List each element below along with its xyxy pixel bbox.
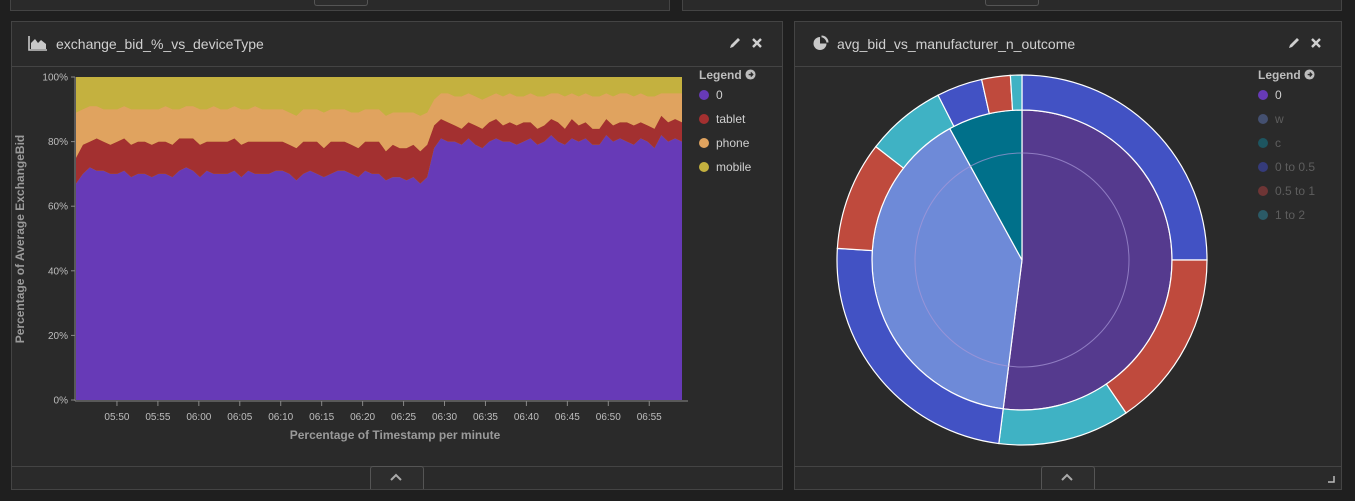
area-chart-icon: [28, 36, 47, 51]
legend-color-dot: [699, 114, 709, 124]
pencil-icon[interactable]: [728, 36, 742, 50]
close-icon[interactable]: [1309, 36, 1323, 50]
arrow-right-circle-icon: [1304, 69, 1315, 80]
legend-item[interactable]: phone: [699, 136, 749, 150]
panel-header: avg_bid_vs_manufacturer_n_outcome: [795, 22, 1341, 67]
legend-item[interactable]: 0.5 to 1: [1258, 184, 1315, 198]
legend-label: w: [1275, 112, 1284, 126]
pie-chart-panel: avg_bid_vs_manufacturer_n_outcome Legend…: [794, 21, 1342, 490]
inner-guide-circle: [914, 152, 1130, 368]
y-tick-label: 80%: [48, 137, 68, 148]
chevron-up-icon: [1061, 473, 1073, 481]
pie-chart-icon: [813, 35, 829, 50]
x-tick-label: 06:55: [637, 412, 662, 423]
legend-label: 0.5 to 1: [1275, 184, 1316, 198]
legend-label: 1 to 2: [1275, 208, 1306, 222]
legend-label: 0: [1275, 88, 1282, 102]
legend-title[interactable]: Legend: [1258, 68, 1315, 82]
panel-title: avg_bid_vs_manufacturer_n_outcome: [837, 36, 1076, 52]
legend-color-dot: [1258, 186, 1268, 196]
legend-color-dot: [1258, 138, 1268, 148]
legend-item[interactable]: c: [1258, 136, 1281, 150]
x-tick-label: 06:25: [391, 412, 416, 423]
legend-item[interactable]: w: [1258, 112, 1284, 126]
previous-panel-right-collapse-tab[interactable]: [985, 0, 1039, 6]
x-tick-label: 06:10: [268, 412, 293, 423]
legend-color-dot: [1258, 210, 1268, 220]
area-series-tablet[interactable]: [76, 115, 682, 184]
chevron-up-icon: [390, 473, 402, 481]
y-tick-label: 60%: [48, 202, 68, 213]
legend-item[interactable]: 0 to 0.5: [1258, 160, 1315, 174]
x-tick-label: 06:00: [186, 412, 211, 423]
legend-item[interactable]: mobile: [699, 160, 751, 174]
y-tick-label: 20%: [48, 331, 68, 342]
area-series-0[interactable]: [76, 135, 682, 400]
resize-handle-icon[interactable]: [1327, 475, 1335, 483]
legend-label: 0: [716, 88, 723, 102]
legend-label: mobile: [716, 160, 752, 174]
x-tick-label: 06:50: [596, 412, 621, 423]
x-tick-label: 06:30: [432, 412, 457, 423]
legend-color-dot: [1258, 90, 1268, 100]
collapse-tab[interactable]: [1041, 466, 1095, 489]
x-tick-label: 06:05: [227, 412, 252, 423]
legend-item[interactable]: 1 to 2: [1258, 208, 1305, 222]
x-tick-label: 06:45: [555, 412, 580, 423]
previous-panel-left-collapse-tab[interactable]: [314, 0, 368, 6]
area-series-phone[interactable]: [76, 93, 682, 158]
x-tick-label: 05:55: [145, 412, 170, 423]
x-axis-label: Percentage of Timestamp per minute: [290, 428, 501, 442]
collapse-tab[interactable]: [370, 466, 424, 489]
legend-item[interactable]: 0: [699, 88, 723, 102]
donut-chart: [836, 74, 1208, 446]
area-series-mobile[interactable]: [76, 77, 682, 116]
panel-title: exchange_bid_%_vs_deviceType: [56, 36, 264, 52]
panel-header: exchange_bid_%_vs_deviceType: [12, 22, 782, 67]
legend-label: 0 to 0.5: [1275, 160, 1316, 174]
x-tick-label: 06:40: [514, 412, 539, 423]
x-tick-label: 05:50: [104, 412, 129, 423]
legend-color-dot: [1258, 114, 1268, 124]
outer-ring-slice-8[interactable]: [1009, 74, 1023, 111]
legend-title[interactable]: Legend: [699, 68, 756, 82]
legend-label: c: [1275, 136, 1281, 150]
legend-color-dot: [699, 90, 709, 100]
legend-item[interactable]: 0: [1258, 88, 1282, 102]
legend-label: phone: [716, 136, 750, 150]
stacked-area-chart: 0% 20% 40% 60% 80% 100% 05:50 05:55 06:00 06:05 0…: [13, 73, 688, 442]
y-tick-label: 40%: [48, 266, 68, 277]
area-chart-panel: exchange_bid_%_vs_deviceType 0% 20% 40% 60%…: [11, 21, 783, 490]
legend-item[interactable]: tablet: [699, 112, 745, 126]
legend-label: tablet: [716, 112, 746, 126]
arrow-right-circle-icon: [745, 69, 756, 80]
pencil-icon[interactable]: [1287, 36, 1301, 50]
x-tick-label: 06:15: [309, 412, 334, 423]
legend-color-dot: [1258, 162, 1268, 172]
close-icon[interactable]: [750, 36, 764, 50]
legend-color-dot: [699, 138, 709, 148]
x-tick-label: 06:35: [473, 412, 498, 423]
y-tick-label: 0%: [54, 396, 69, 407]
y-axis-label: Percentage of Average ExchangeBid: [13, 135, 27, 344]
legend-color-dot: [699, 162, 709, 172]
y-tick-label: 100%: [42, 73, 68, 84]
x-tick-label: 06:20: [350, 412, 375, 423]
